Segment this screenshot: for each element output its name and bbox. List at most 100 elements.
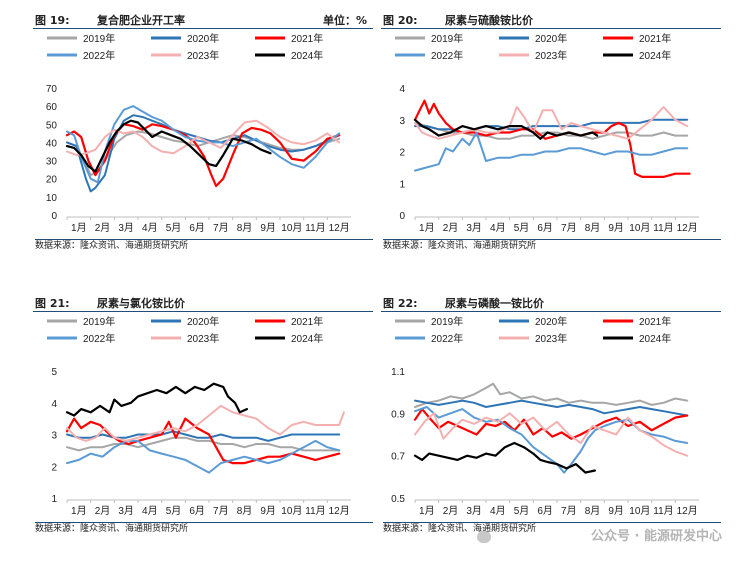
y-tick-label: 5 bbox=[51, 367, 57, 378]
x-tick-label: 6月 bbox=[189, 222, 205, 234]
x-tick-label: 7月 bbox=[561, 222, 577, 234]
x-tick-label: 4月 bbox=[490, 505, 506, 517]
x-tick-label: 9月 bbox=[260, 505, 276, 517]
legend-label: 2019年 bbox=[431, 32, 463, 45]
x-tick-label: 1月 bbox=[419, 222, 435, 234]
x-tick-label: 12月 bbox=[329, 222, 350, 234]
y-tick-label: 0 bbox=[51, 211, 57, 222]
x-tick-label: 11月 bbox=[305, 505, 325, 517]
series-line-2021 bbox=[413, 99, 691, 178]
y-tick-label: 70 bbox=[46, 84, 58, 95]
x-tick-label: 2月 bbox=[95, 505, 111, 517]
y-tick-label: 3 bbox=[51, 431, 57, 442]
x-tick-label: 7月 bbox=[213, 505, 229, 517]
chart-urea-ammonium-chloride: 1 2 3 4 5 1月 2月 3月 4月 5月 6月 7月 8月 9月 10月 11月 12月 2019年 202… bbox=[47, 315, 351, 517]
legend-label: 2021年 bbox=[291, 32, 323, 45]
figure-source: 数据来源：隆众资讯、海通期货研究所 bbox=[383, 239, 721, 252]
x-tick-label: 2月 bbox=[443, 222, 459, 234]
x-tick-label: 9月 bbox=[608, 222, 624, 234]
y-tick-label: 3 bbox=[399, 116, 405, 127]
legend-label: 2020年 bbox=[535, 32, 567, 45]
y-tick-label: 10 bbox=[46, 193, 58, 204]
series-line-2023 bbox=[414, 106, 689, 140]
x-tick-label: 3月 bbox=[118, 222, 134, 234]
y-tick-label: 0.5 bbox=[391, 494, 405, 505]
x-tick-label: 10月 bbox=[281, 505, 302, 517]
y-tick-label: 2 bbox=[51, 462, 57, 473]
x-tick-label: 8月 bbox=[237, 222, 253, 234]
panel-title-bar: 图 22: 尿素与磷酸一铵比价 bbox=[381, 293, 721, 312]
y-tick-label: 0.9 bbox=[391, 409, 405, 420]
series-line-2020 bbox=[66, 114, 341, 193]
legend-label: 2023年 bbox=[187, 332, 219, 345]
chart-urea-ammonium-sulfate: 0 1 2 3 4 1月 2月 3月 4月 5月 6月 7月 8月 9月 10月 11月 12月 2019年 202… bbox=[395, 32, 699, 234]
panel-urea-map: 图 22: 尿素与磷酸一铵比价 0.5 0.7 0.9 1.1 1月 2月 3月 4月 5月 6月… bbox=[381, 293, 721, 535]
series-line-2023 bbox=[414, 412, 689, 457]
series-line-2024 bbox=[413, 118, 599, 140]
figure-source: 数据来源：隆众资讯、海通期货研究所 bbox=[35, 522, 373, 535]
series-line-2022 bbox=[414, 131, 689, 172]
x-tick-label: 5月 bbox=[514, 505, 530, 517]
series-line-2020 bbox=[414, 399, 689, 417]
x-tick-label: 9月 bbox=[260, 222, 276, 234]
figure-title: 尿素与硫酸铵比价 bbox=[445, 14, 533, 27]
legend-label: 2024年 bbox=[291, 332, 323, 345]
y-tick-label: 20 bbox=[46, 175, 58, 186]
x-tick-label: 5月 bbox=[166, 505, 182, 517]
series-line-2021 bbox=[65, 417, 341, 465]
x-tick-label: 2月 bbox=[95, 222, 111, 234]
x-tick-label: 3月 bbox=[466, 222, 482, 234]
legend-label: 2022年 bbox=[83, 49, 115, 62]
x-tick-label: 2月 bbox=[443, 505, 459, 517]
watermark: 公众号 · 能源研发中心 bbox=[591, 529, 722, 544]
series-line-2024 bbox=[65, 382, 248, 417]
y-tick-label: 40 bbox=[46, 138, 58, 149]
x-tick-label: 12月 bbox=[677, 222, 698, 234]
x-tick-label: 7月 bbox=[213, 222, 229, 234]
series-line-2022 bbox=[66, 105, 341, 184]
x-tick-label: 6月 bbox=[189, 505, 205, 517]
y-tick-label: 1 bbox=[51, 494, 57, 505]
series-line-2023 bbox=[66, 119, 341, 157]
legend-label: 2024年 bbox=[639, 49, 671, 62]
x-tick-label: 8月 bbox=[237, 505, 253, 517]
x-tick-label: 3月 bbox=[466, 505, 482, 517]
x-tick-label: 12月 bbox=[329, 505, 350, 517]
x-tick-label: 10月 bbox=[629, 505, 650, 517]
y-tick-label: 1.1 bbox=[391, 367, 405, 378]
x-tick-label: 4月 bbox=[142, 222, 158, 234]
legend-label: 2022年 bbox=[431, 49, 463, 62]
x-tick-label: 1月 bbox=[71, 505, 87, 517]
x-tick-label: 10月 bbox=[281, 222, 302, 234]
x-tick-label: 4月 bbox=[142, 505, 158, 517]
figure-number: 图 22: bbox=[383, 297, 418, 310]
legend-label: 2024年 bbox=[639, 332, 671, 345]
figure-title: 复合肥企业开工率 bbox=[97, 14, 185, 27]
figure-number: 图 21: bbox=[35, 297, 70, 310]
x-tick-label: 8月 bbox=[585, 222, 601, 234]
x-tick-label: 10月 bbox=[629, 222, 650, 234]
series-line-2021 bbox=[65, 123, 341, 188]
x-tick-label: 7月 bbox=[561, 505, 577, 517]
panel-title-bar: 图 19: 复合肥企业开工率 单位：% bbox=[33, 10, 373, 29]
y-tick-label: 4 bbox=[51, 399, 57, 410]
legend-label: 2022年 bbox=[431, 332, 463, 345]
panel-urea-ammonium-sulfate: 图 20: 尿素与硫酸铵比价 0 1 2 3 4 1月 2月 3月 4月 5月 6月 7月 8月 9月 10… bbox=[381, 10, 721, 252]
x-tick-label: 12月 bbox=[677, 505, 698, 517]
y-tick-label: 4 bbox=[399, 84, 405, 95]
y-tick-label: 60 bbox=[46, 102, 58, 113]
legend-label: 2021年 bbox=[291, 315, 323, 328]
series-line-2023 bbox=[66, 404, 345, 442]
y-tick-label: 0.7 bbox=[391, 452, 405, 463]
legend-label: 2023年 bbox=[535, 332, 567, 345]
y-tick-label: 50 bbox=[46, 120, 58, 131]
x-tick-label: 8月 bbox=[585, 505, 601, 517]
x-tick-label: 1月 bbox=[419, 505, 435, 517]
x-tick-label: 11月 bbox=[653, 222, 673, 234]
chart-urea-map: 0.5 0.7 0.9 1.1 1月 2月 3月 4月 5月 6月 7月 8月 9月 10月 11月 12月 2… bbox=[391, 315, 699, 517]
legend-label: 2020年 bbox=[187, 315, 219, 328]
series-line-2024 bbox=[65, 119, 272, 173]
legend-label: 2020年 bbox=[187, 32, 219, 45]
figure-source: 数据来源：隆众资讯、海通期货研究所 bbox=[383, 522, 721, 535]
wechat-icon bbox=[477, 531, 491, 543]
